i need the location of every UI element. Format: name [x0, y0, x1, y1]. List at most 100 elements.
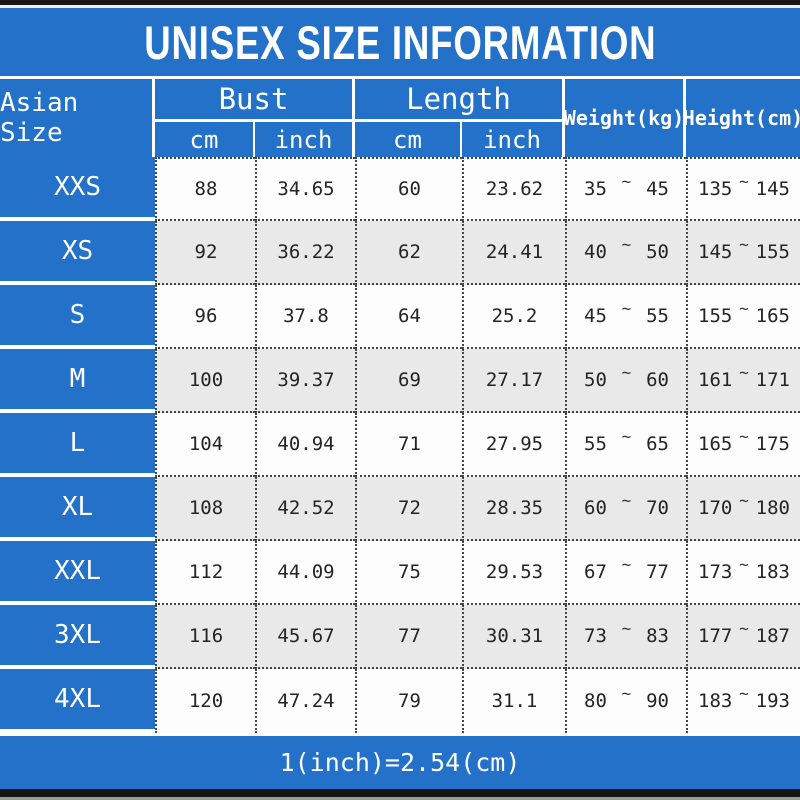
size-label-cell: 3XL: [0, 605, 155, 669]
size-label-cell: M: [0, 349, 155, 413]
height-min-value: 183: [698, 690, 733, 712]
top-black-bar: [0, 0, 800, 5]
length-inch-cell: 25.2: [462, 285, 565, 349]
tilde-separator: ~: [621, 683, 632, 703]
tilde-separator: ~: [621, 362, 632, 382]
size-label-cell: XXL: [0, 541, 155, 605]
tilde-separator: ~: [739, 426, 749, 446]
length-cm-cell: 72: [355, 477, 462, 541]
header-length-inch: inch: [462, 122, 565, 157]
height-range-cell: 161 ~ 171: [686, 349, 800, 413]
height-min-value: 135: [698, 178, 733, 200]
size-label-cell: 4XL: [0, 669, 155, 733]
weight-max-value: 77: [646, 561, 669, 583]
conversion-note: 1(inch)=2.54(cm): [279, 748, 521, 777]
height-range-cell: 155 ~ 165: [686, 285, 800, 349]
header-bust-inch: inch: [255, 122, 355, 157]
size-table-body: XXS 88 34.65 60 23.62 35 ~ 45 135 ~ 145 …: [0, 157, 800, 733]
table-row: L 104 40.94 71 27.95 55 ~ 65 165 ~ 175: [0, 413, 800, 477]
title-band: UNISEX SIZE INFORMATION: [0, 8, 800, 76]
tilde-separator: ~: [621, 554, 632, 574]
weight-min-value: 50: [584, 369, 607, 391]
weight-max-value: 70: [646, 497, 669, 519]
size-label-cell: XL: [0, 477, 155, 541]
bust-cm-cell: 92: [155, 221, 255, 285]
weight-max-value: 83: [646, 625, 669, 647]
length-cm-cell: 77: [355, 605, 462, 669]
table-row: XL 108 42.52 72 28.35 60 ~ 70 170 ~ 180: [0, 477, 800, 541]
weight-range-cell: 73 ~ 83: [565, 605, 686, 669]
bust-inch-cell: 37.8: [255, 285, 355, 349]
bust-inch-cell: 47.24: [255, 669, 355, 733]
weight-min-value: 35: [584, 178, 607, 200]
height-min-value: 170: [698, 497, 733, 519]
bust-cm-cell: 108: [155, 477, 255, 541]
height-max-value: 187: [755, 625, 790, 647]
header-length-cm: cm: [355, 122, 462, 157]
top-light-line: [0, 5, 800, 8]
length-cm-cell: 62: [355, 221, 462, 285]
bust-inch-cell: 39.37: [255, 349, 355, 413]
bust-cm-cell: 112: [155, 541, 255, 605]
weight-min-value: 55: [584, 433, 607, 455]
tilde-separator: ~: [739, 171, 749, 191]
weight-max-value: 55: [646, 305, 669, 327]
length-cm-cell: 69: [355, 349, 462, 413]
tilde-separator: ~: [739, 618, 749, 638]
bust-cm-cell: 104: [155, 413, 255, 477]
height-max-value: 183: [755, 561, 790, 583]
tilde-separator: ~: [621, 426, 632, 446]
height-min-value: 177: [698, 625, 733, 647]
height-range-cell: 177 ~ 187: [686, 605, 800, 669]
table-row: S 96 37.8 64 25.2 45 ~ 55 155 ~ 165: [0, 285, 800, 349]
length-inch-cell: 27.17: [462, 349, 565, 413]
bust-cm-cell: 88: [155, 157, 255, 221]
bust-inch-cell: 34.65: [255, 157, 355, 221]
weight-min-value: 45: [584, 305, 607, 327]
length-inch-cell: 23.62: [462, 157, 565, 221]
length-inch-cell: 24.41: [462, 221, 565, 285]
tilde-separator: ~: [739, 683, 749, 703]
weight-range-cell: 35 ~ 45: [565, 157, 686, 221]
length-inch-cell: 30.31: [462, 605, 565, 669]
bottom-black-bar: [0, 789, 800, 797]
height-min-value: 155: [698, 305, 733, 327]
divider: [0, 76, 800, 79]
header-weight: Weight(kg): [564, 79, 686, 157]
header-length: Length: [355, 79, 565, 122]
height-max-value: 171: [755, 369, 790, 391]
bust-cm-cell: 96: [155, 285, 255, 349]
tilde-separator: ~: [621, 171, 632, 191]
tilde-separator: ~: [621, 234, 632, 254]
weight-max-value: 90: [646, 690, 669, 712]
weight-range-cell: 80 ~ 90: [565, 669, 686, 733]
table-row: XXS 88 34.65 60 23.62 35 ~ 45 135 ~ 145: [0, 157, 800, 221]
bust-inch-cell: 44.09: [255, 541, 355, 605]
tilde-separator: ~: [739, 490, 749, 510]
weight-max-value: 50: [646, 241, 669, 263]
tilde-separator: ~: [739, 234, 749, 254]
weight-min-value: 40: [584, 241, 607, 263]
height-min-value: 161: [698, 369, 733, 391]
bottom-gray-line: [0, 797, 800, 800]
weight-min-value: 60: [584, 497, 607, 519]
tilde-separator: ~: [739, 298, 749, 318]
weight-range-cell: 45 ~ 55: [565, 285, 686, 349]
length-cm-cell: 79: [355, 669, 462, 733]
table-header: Asian Size Bust Length Weight(kg) Height…: [0, 79, 800, 157]
weight-range-cell: 55 ~ 65: [565, 413, 686, 477]
length-inch-cell: 31.1: [462, 669, 565, 733]
bust-cm-cell: 116: [155, 605, 255, 669]
height-min-value: 173: [698, 561, 733, 583]
height-max-value: 175: [755, 433, 790, 455]
weight-min-value: 73: [584, 625, 607, 647]
bust-cm-cell: 120: [155, 669, 255, 733]
table-row: XXL 112 44.09 75 29.53 67 ~ 77 173 ~ 183: [0, 541, 800, 605]
height-min-value: 165: [698, 433, 733, 455]
length-cm-cell: 75: [355, 541, 462, 605]
height-range-cell: 183 ~ 193: [686, 669, 800, 733]
height-max-value: 180: [755, 497, 790, 519]
weight-range-cell: 67 ~ 77: [565, 541, 686, 605]
table-row: XS 92 36.22 62 24.41 40 ~ 50 145 ~ 155: [0, 221, 800, 285]
